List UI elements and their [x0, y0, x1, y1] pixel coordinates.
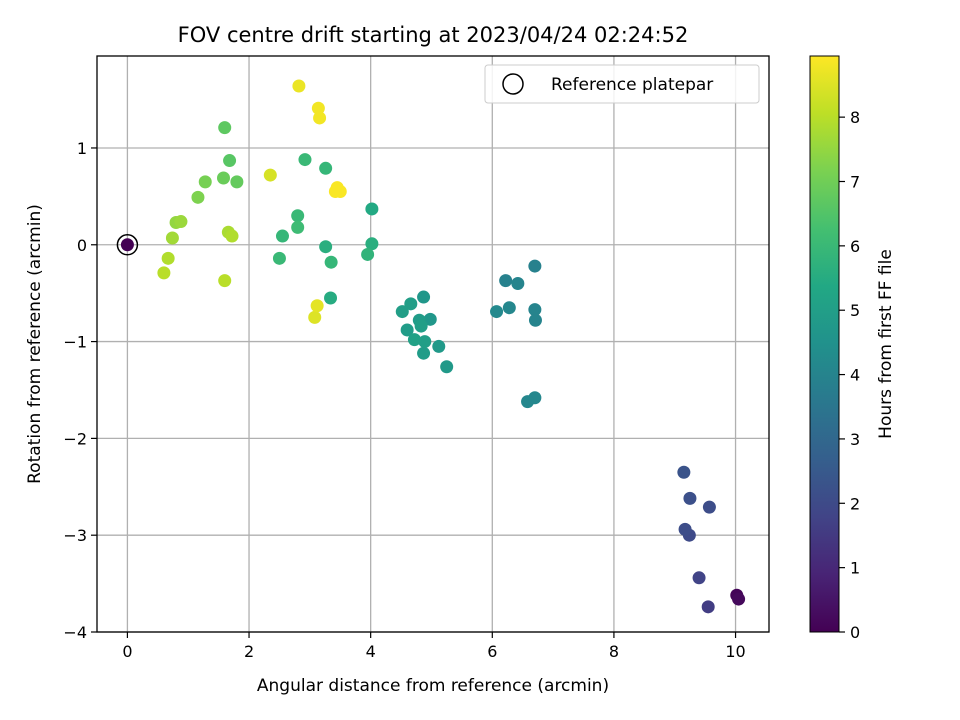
scatter-point [311, 101, 325, 115]
scatter-point [275, 229, 289, 243]
reference-platepar-marker [116, 234, 139, 256]
scatter-point [308, 310, 322, 324]
x-tick-label: 10 [725, 642, 745, 661]
scatter-point [423, 312, 437, 326]
scatter-point [499, 274, 513, 288]
scatter-point [161, 251, 175, 265]
scatter-point [328, 185, 342, 199]
scatter-point [395, 305, 409, 319]
scatter-point [272, 251, 286, 265]
scatter-point [230, 175, 244, 189]
y-tick-label: −3 [63, 526, 87, 545]
legend-marker-open-circle [502, 73, 524, 95]
y-axis-label: Rotation from reference (arcmin) [25, 204, 45, 484]
x-tick-label: 6 [487, 642, 497, 661]
plot-frame [96, 55, 770, 633]
scatter-point [218, 274, 232, 288]
chart-title: FOV centre drift starting at 2023/04/24 … [178, 23, 689, 47]
scatter-point [440, 360, 454, 374]
scatter-point [365, 202, 379, 216]
scatter-point [292, 79, 306, 93]
scatter-point [528, 259, 542, 273]
scatter-point [310, 299, 324, 313]
scatter-point [365, 237, 379, 251]
y-tick-label: 1 [77, 139, 87, 158]
colorbar-tick-label: 6 [850, 237, 860, 256]
scatter-point [225, 229, 239, 243]
colorbar-tick-label: 8 [850, 108, 860, 127]
scatter-point [319, 240, 333, 254]
scatter-point [291, 209, 305, 223]
scatter-point [120, 238, 134, 252]
scatter-point [702, 500, 716, 514]
scatter-point [732, 592, 746, 606]
colorbar-label: Hours from first FF file [876, 249, 896, 439]
y-tick-label: −2 [63, 429, 87, 448]
colorbar-tick-label: 3 [850, 430, 860, 449]
colorbar-tick-label: 4 [850, 366, 860, 385]
scatter-point [407, 333, 421, 347]
scatter-point [361, 247, 375, 261]
scatter-point [404, 297, 418, 311]
scatter-point [324, 255, 338, 269]
legend-box [484, 64, 760, 104]
x-tick-label: 0 [122, 642, 132, 661]
scatter-point [165, 231, 179, 245]
scatter-point [701, 600, 715, 614]
y-axis-ticks: −4 −3 −2 −1 0 1 [63, 139, 97, 642]
colorbar-tick-label: 1 [850, 559, 860, 578]
colorbar-ticks: 0 1 2 3 4 5 6 7 8 [839, 108, 860, 642]
scatter-point [223, 154, 237, 168]
scatter-point [432, 339, 446, 353]
x-tick-label: 2 [244, 642, 254, 661]
scatter-point [216, 171, 230, 185]
colorbar-tick-label: 7 [850, 172, 860, 191]
scatter-point [400, 323, 414, 337]
scatter-point [291, 220, 305, 234]
scatter-point [218, 121, 232, 135]
legend-label-reference-platepar: Reference platepar [551, 75, 713, 95]
x-tick-label: 4 [366, 642, 376, 661]
y-tick-label: −4 [63, 623, 87, 642]
scatter-point [298, 153, 312, 167]
scatter-point [263, 168, 277, 182]
scatter-point [502, 301, 516, 315]
scatter-point [490, 305, 504, 319]
colorbar-tick-label: 0 [850, 623, 860, 642]
scatter-point [174, 215, 188, 229]
scatter-point [418, 335, 432, 349]
scatter-point [191, 190, 205, 204]
colorbar-gradient [809, 55, 840, 633]
colorbar-tick-label: 2 [850, 494, 860, 513]
scatter-point [414, 319, 428, 333]
scatter-point [198, 175, 212, 189]
scatter-point [677, 465, 691, 479]
y-tick-label: 0 [77, 236, 87, 255]
scatter-point [157, 266, 171, 280]
scatter-point [319, 161, 333, 175]
x-axis-ticks: 0 2 4 6 8 10 [122, 632, 746, 661]
data-points [116, 79, 746, 614]
y-tick-label: −1 [63, 333, 87, 352]
scatter-point [313, 111, 327, 125]
scatter-point [417, 290, 431, 304]
x-axis-label: Angular distance from reference (arcmin) [257, 676, 609, 696]
legend: Reference platepar [484, 64, 760, 104]
scatter-point [692, 571, 706, 585]
scatter-point [678, 522, 692, 536]
scatter-point [528, 313, 542, 327]
scatter-point [521, 395, 535, 409]
scatter-point [528, 303, 542, 317]
scatter-point [683, 491, 697, 505]
scatter-point [324, 291, 338, 305]
colorbar-tick-label: 5 [850, 301, 860, 320]
x-tick-label: 8 [609, 642, 619, 661]
colorbar: 0 1 2 3 4 5 6 7 8 Hours from first FF file [809, 55, 896, 642]
scatter-point [511, 276, 525, 290]
scatter-point [417, 346, 431, 360]
